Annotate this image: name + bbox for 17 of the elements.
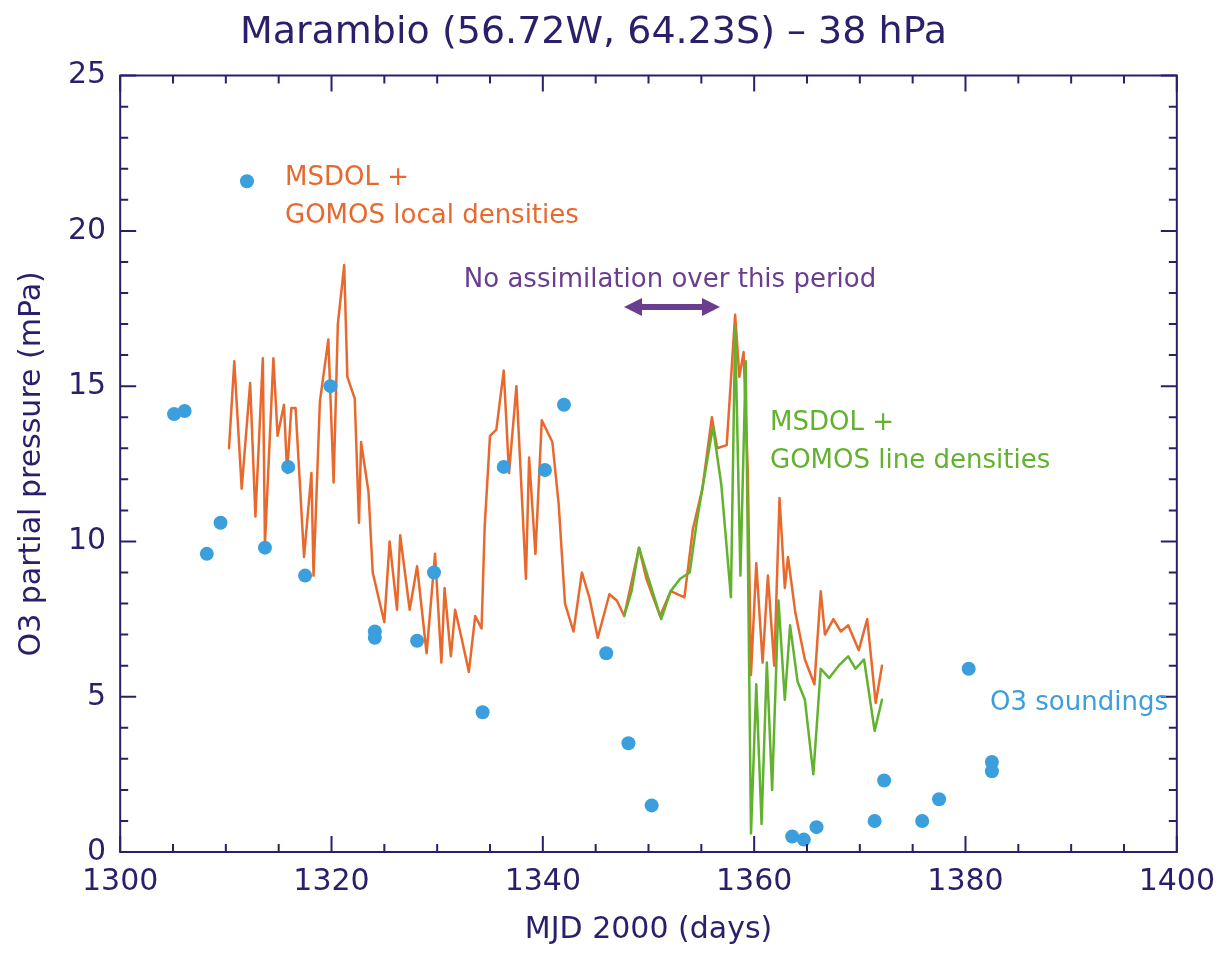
x-tick-label: 1380 [927,861,1004,897]
annotation: No assimilation over this period [463,262,877,293]
x-axis-title: MJD 2000 (days) [524,909,773,945]
y-tick-label: 20 [67,210,107,246]
y-axis-title: O3 partial pressure (mPa) [11,271,47,657]
y-tick-label: 15 [67,365,107,401]
x-tick-label: 1320 [293,861,370,897]
x-tick-label: 1360 [715,861,793,897]
x-tick-label: 1340 [504,861,582,897]
series-label: O3 soundings [990,685,1168,716]
chart-title: Marambio (56.72W, 64.23S) – 38 hPa [239,7,948,52]
y-tick-label: 5 [87,676,107,712]
y-tick-label: 10 [67,521,107,557]
y-tick-label: 25 [67,55,107,91]
series-label: MSDOL + GOMOS line densities [770,405,1051,474]
x-tick-label: 1400 [1138,861,1216,897]
text: MSDOL + GOMOS local densities [285,160,579,229]
